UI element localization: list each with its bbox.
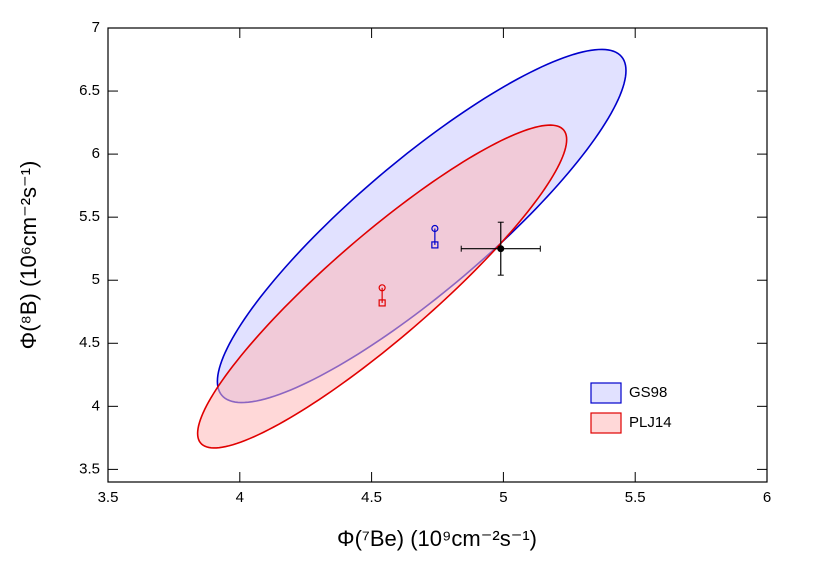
y-tick-label: 6 bbox=[92, 145, 100, 162]
model-point bbox=[378, 284, 386, 292]
model-point bbox=[431, 241, 439, 249]
y-tick-label: 6.5 bbox=[79, 82, 100, 99]
legend-label: GS98 bbox=[629, 384, 667, 401]
x-tick-label: 6 bbox=[763, 489, 771, 506]
y-tick-label: 4.5 bbox=[79, 334, 100, 351]
x-tick-label: 4.5 bbox=[361, 489, 382, 506]
plot-frame bbox=[107, 27, 768, 483]
x-tick-label: 3.5 bbox=[98, 489, 119, 506]
ellipse bbox=[196, 124, 568, 449]
y-tick-label: 7 bbox=[92, 19, 100, 36]
x-tick-label: 4 bbox=[236, 489, 244, 506]
y-tick-label: 3.5 bbox=[79, 460, 100, 477]
y-axis-label: Φ(⁸B) (10⁶cm⁻²s⁻¹) bbox=[16, 161, 41, 350]
y-tick-label: 5.5 bbox=[79, 208, 100, 225]
x-tick-label: 5 bbox=[499, 489, 507, 506]
y-tick-label: 4 bbox=[92, 397, 100, 414]
legend-swatch bbox=[590, 382, 622, 404]
y-tick-label: 5 bbox=[92, 271, 100, 288]
legend-label: PLJ14 bbox=[629, 414, 672, 431]
x-axis-label: Φ(⁷Be) (10⁹cm⁻²s⁻¹) bbox=[337, 526, 537, 551]
measurement-point bbox=[497, 245, 505, 253]
model-point bbox=[378, 299, 386, 307]
legend-swatch bbox=[590, 412, 622, 434]
model-point bbox=[431, 224, 439, 233]
x-tick-label: 5.5 bbox=[625, 489, 646, 506]
